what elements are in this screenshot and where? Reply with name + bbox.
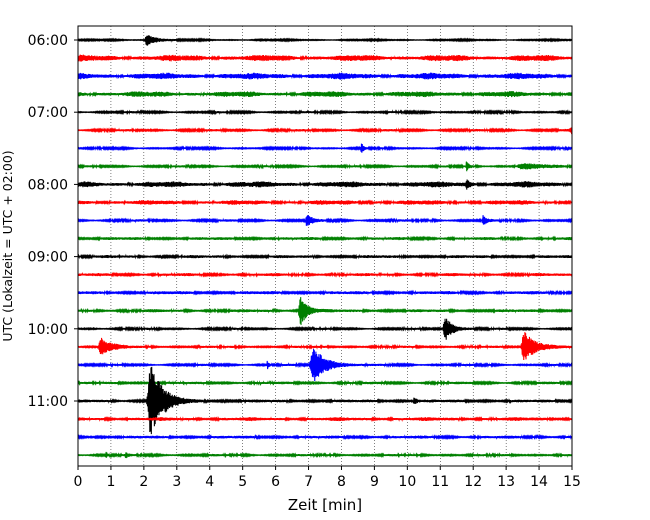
trace-1115 [78,416,572,422]
x-tick-label: 12 [464,474,482,490]
trace-0700 [78,109,572,116]
trace-0615 [78,54,572,62]
trace-0945 [78,297,572,325]
x-axis: 0 1 2 3 4 5 6 7 8 9 10 11 12 13 14 15 [74,466,581,490]
grid [110,26,540,466]
x-tick-label: 7 [304,474,313,490]
trace-0600 [78,35,572,46]
x-tick-label: 3 [172,474,181,490]
traces [78,35,572,459]
x-tick-label: 14 [530,474,548,490]
trace-0845 [78,235,572,242]
trace-0645 [78,91,572,98]
y-tick-label: 09:00 [28,250,68,266]
trace-1000 [78,318,572,340]
y-tick-label: 08:00 [28,177,68,193]
y-tick-label: 10:00 [28,322,68,338]
trace-0715 [78,127,572,135]
trace-1045 [78,379,572,387]
x-tick-label: 11 [431,474,449,490]
y-tick-label: 07:00 [28,105,68,121]
trace-1030 [78,348,572,382]
x-tick-label: 10 [398,474,416,490]
x-tick-label: 6 [271,474,280,490]
trace-0730 [78,143,572,153]
trace-1015 [78,332,572,361]
trace-0815 [78,199,572,206]
x-tick-label: 5 [238,474,247,490]
trace-0745 [78,161,572,172]
trace-1100 [78,366,572,435]
trace-1145 [78,451,572,459]
y-axis-label: UTC (Lokalzeit = UTC + 02:00) [0,150,15,341]
y-tick-label: 11:00 [28,394,68,410]
trace-0930 [78,289,572,296]
trace-0900 [78,253,572,260]
x-tick-label: 2 [139,474,148,490]
x-tick-label: 0 [74,474,83,490]
trace-0830 [78,215,572,226]
x-tick-label: 4 [205,474,214,490]
x-tick-label: 9 [370,474,379,490]
x-tick-label: 15 [563,474,581,490]
trace-0915 [78,271,572,278]
plot-frame [77,25,573,467]
x-axis-label: Zeit [min] [288,496,362,514]
trace-0630 [78,72,572,80]
x-tick-label: 13 [497,474,515,490]
x-tick-label: 8 [337,474,346,490]
y-axis: 06:00 07:00 08:00 09:00 10:00 11:00 [28,33,78,410]
y-tick-label: 06:00 [28,33,68,49]
x-tick-label: 1 [106,474,115,490]
trace-0800 [78,179,572,190]
trace-1130 [78,434,572,441]
